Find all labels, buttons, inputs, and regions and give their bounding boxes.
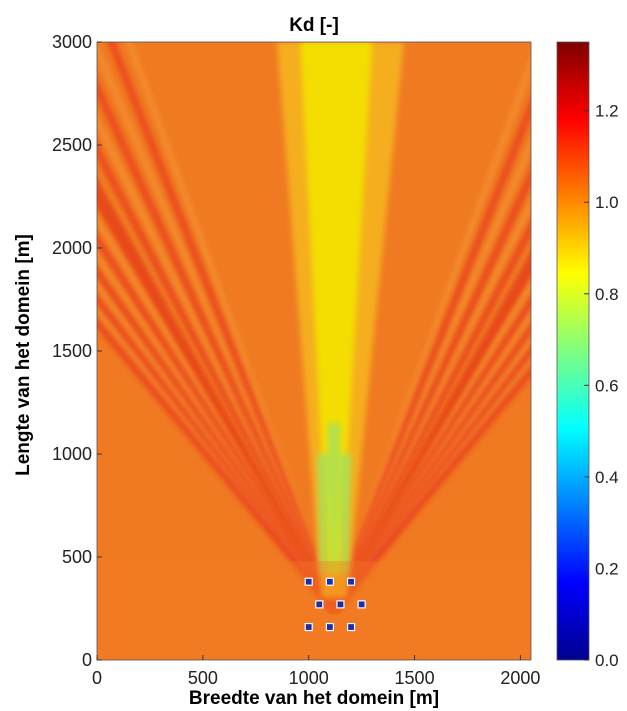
y-tick-label: 1500 <box>52 341 92 361</box>
low-kd-wake <box>338 454 352 574</box>
obstacle-marker <box>315 600 324 609</box>
x-tick-label: 2000 <box>500 668 540 688</box>
low-kd-wake <box>327 423 341 574</box>
wave-field <box>97 42 531 660</box>
chart-title: Kd [-] <box>289 15 339 36</box>
x-tick-label: 1000 <box>289 668 329 688</box>
y-axis-label: Lengte van het domein [m] <box>13 234 34 476</box>
y-tick-label: 1000 <box>52 444 92 464</box>
obstacle-marker <box>346 622 356 632</box>
wave-fringe <box>97 317 337 611</box>
x-tick-label: 1500 <box>395 668 435 688</box>
x-axis-ticks: 0 500 1000 1500 2000 <box>92 655 540 688</box>
colorbar-tick-label: 1.2 <box>595 102 619 121</box>
plot-area <box>96 41 532 661</box>
wave-band <box>97 178 335 609</box>
obstacle-marker <box>336 600 345 609</box>
y-tick-label: 2500 <box>52 135 92 155</box>
wave-fringe <box>330 167 531 610</box>
wave-fringe <box>331 220 531 611</box>
wave-fringe <box>97 192 338 611</box>
y-axis-ticks: 0 500 1000 1500 2000 2500 3000 <box>52 32 102 670</box>
colorbar-ticks: 0.0 0.2 0.4 0.6 0.8 1.0 1.2 <box>584 102 619 670</box>
colorbar: 0.0 0.2 0.4 0.6 0.8 1.0 1.2 <box>556 41 619 670</box>
wave-fringe <box>331 262 531 611</box>
y-tick-label: 3000 <box>52 32 92 52</box>
wave-fringe <box>330 97 531 610</box>
obstacle-marker <box>346 577 356 586</box>
x-axis-label: Breedte van het domein [m] <box>189 688 439 709</box>
colorbar-gradient <box>556 41 590 661</box>
wave-fringe <box>97 142 338 611</box>
obstacle-marker <box>304 577 313 586</box>
x-tick-label: 500 <box>188 668 218 688</box>
low-kd-wake <box>317 454 330 574</box>
y-tick-label: 0 <box>82 650 92 670</box>
colorbar-tick-label: 0.8 <box>595 285 619 304</box>
colorbar-tick-label: 0.2 <box>595 559 619 578</box>
y-tick-label: 500 <box>62 547 92 567</box>
obstacle-marker <box>325 577 334 586</box>
colorbar-tick-label: 1.0 <box>595 193 619 212</box>
incident-wave-zone <box>97 561 531 660</box>
obstacle-marker <box>325 622 334 632</box>
obstacle-marker <box>357 600 366 609</box>
colorbar-tick-label: 0.6 <box>595 376 619 395</box>
y-tick-label: 2000 <box>52 238 92 258</box>
x-tick-label: 0 <box>92 668 102 688</box>
wave-fringe <box>331 365 531 611</box>
obstacle-group <box>304 577 366 632</box>
shadow-zone-core <box>300 42 373 574</box>
obstacle-marker <box>304 622 313 632</box>
wave-fringe <box>107 42 338 610</box>
colorbar-tick-label: 0.0 <box>595 651 619 670</box>
wave-fringe <box>97 79 338 610</box>
colorbar-tick-label: 0.4 <box>595 468 619 487</box>
